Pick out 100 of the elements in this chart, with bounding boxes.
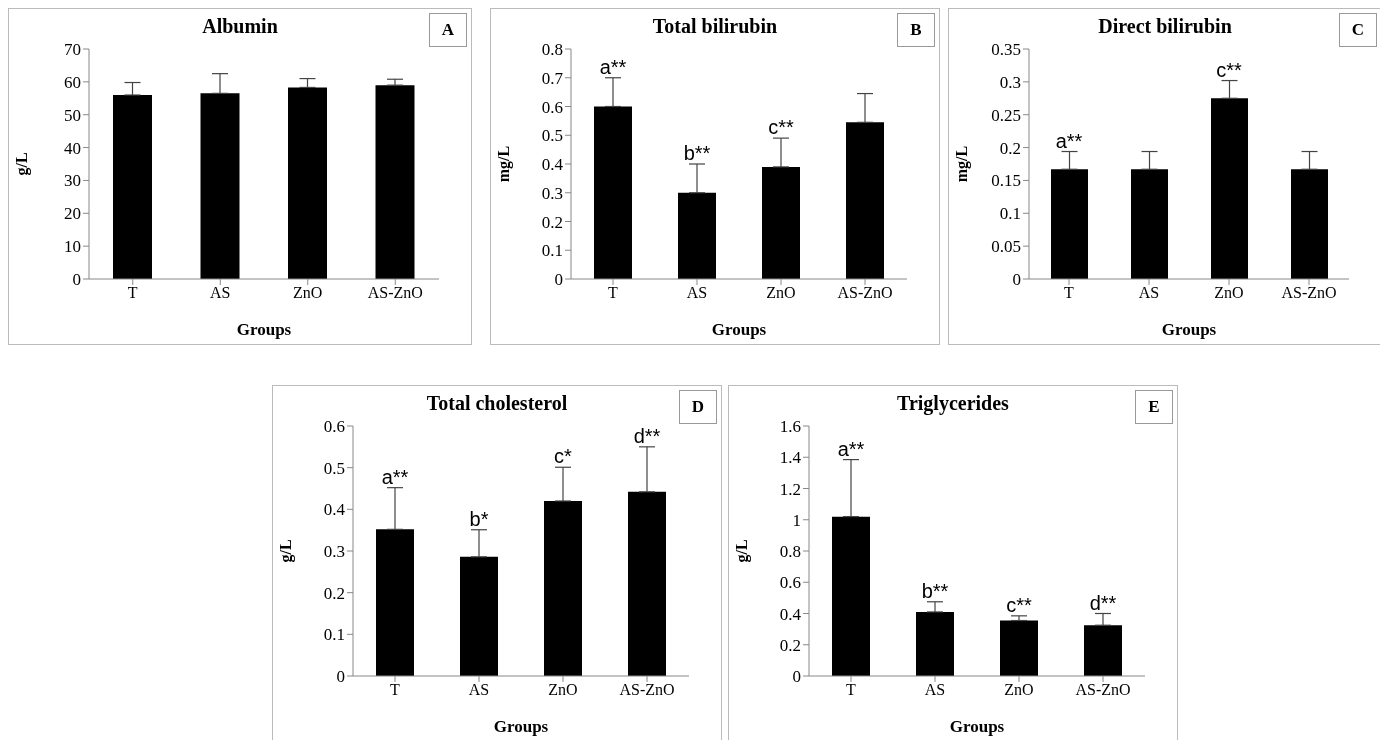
annotation: b** [921, 579, 949, 602]
y-tick-label: 0 [792, 667, 801, 687]
y-tick-label: 0.5 [541, 126, 563, 146]
x-tick-label: T [608, 284, 619, 302]
x-tick-label: AS [924, 681, 946, 699]
y-tick-label: 0.05 [991, 237, 1021, 257]
y-tick-label: 0.1 [323, 625, 345, 645]
x-tick-label: AS-ZnO [367, 284, 423, 302]
y-tick-label: 0.4 [323, 500, 346, 520]
y-tick-label: 0.2 [999, 138, 1021, 158]
chart-title: Albumin [202, 15, 278, 37]
annotation: c** [1216, 58, 1242, 81]
bar [1084, 625, 1122, 676]
annotation: c** [1006, 593, 1032, 616]
x-axis-title: Groups [711, 320, 767, 339]
x-tick-label: ZnO [293, 284, 323, 302]
annotation: c* [554, 445, 573, 468]
x-axis-title: Groups [949, 717, 1005, 736]
x-tick-label: AS-ZnO [837, 284, 893, 302]
y-tick-label: 0.8 [779, 542, 801, 562]
y-tick-label: 0 [336, 667, 345, 687]
y-tick-label: 0.15 [991, 171, 1021, 191]
y-tick-label: 30 [64, 171, 81, 191]
y-tick-label: 0.35 [991, 40, 1021, 60]
x-tick-label: AS [686, 284, 708, 302]
y-tick-label: 0.5 [323, 458, 345, 478]
y-tick-label: 0.3 [541, 183, 563, 203]
chart-title: Triglycerides [897, 392, 1009, 414]
annotation: a** [599, 55, 627, 78]
y-tick-label: 0 [1012, 270, 1021, 290]
annotation: b** [683, 142, 711, 164]
chart-title: Total bilirubin [652, 15, 778, 37]
text: B [897, 13, 935, 47]
y-tick-label: 0 [72, 270, 81, 290]
y-tick-label: 20 [64, 204, 81, 224]
y-tick-label: 70 [64, 40, 81, 60]
y-tick-label: 0.25 [991, 105, 1021, 125]
bar [832, 516, 870, 676]
x-tick-label: T [1064, 284, 1075, 302]
annotation: a** [837, 437, 865, 460]
y-axis-title: mg/L [952, 145, 971, 183]
x-tick-label: ZnO [1004, 681, 1034, 699]
x-tick-label: AS-ZnO [1281, 284, 1337, 302]
bar [594, 106, 632, 279]
bar [762, 166, 800, 279]
chart-title: Total cholesterol [426, 392, 568, 414]
x-tick-label: T [390, 681, 401, 699]
x-tick-label: AS [1138, 284, 1160, 302]
y-tick-label: 0.3 [999, 72, 1021, 92]
text: A [429, 13, 467, 47]
x-tick-label: ZnO [766, 284, 796, 302]
bar [544, 501, 582, 676]
y-tick-label: 0.4 [779, 604, 802, 624]
y-tick-label: 0.2 [779, 635, 801, 655]
y-tick-label: 50 [64, 105, 81, 125]
bar [460, 556, 498, 676]
y-tick-label: 1.6 [779, 417, 801, 437]
bar [678, 192, 716, 279]
chart-title: Direct bilirubin [1098, 15, 1232, 37]
x-tick-label: ZnO [1214, 284, 1244, 302]
y-tick-label: 0.8 [541, 40, 563, 60]
y-tick-label: 0.6 [779, 573, 801, 593]
y-axis-title: g/L [732, 539, 751, 563]
bar [628, 491, 666, 676]
y-tick-label: 0 [554, 270, 563, 290]
y-tick-label: 40 [64, 138, 81, 158]
y-tick-label: 0.2 [323, 583, 345, 603]
y-tick-label: 0.6 [541, 97, 563, 117]
bar [916, 611, 954, 676]
y-tick-label: 0.1 [999, 204, 1021, 224]
x-axis-title: Groups [1161, 320, 1217, 339]
annotation: a** [1055, 129, 1083, 152]
y-axis-title: g/L [12, 152, 31, 176]
y-axis-title: g/L [276, 539, 295, 563]
x-tick-label: T [846, 681, 857, 699]
y-tick-label: 60 [64, 72, 81, 92]
y-tick-label: 0.7 [541, 68, 564, 88]
bar [846, 122, 884, 279]
y-tick-label: 1 [792, 510, 801, 530]
annotation: d** [1089, 591, 1117, 614]
y-tick-label: 10 [64, 237, 81, 257]
bar [1000, 620, 1038, 676]
text: E [1135, 390, 1173, 424]
y-tick-label: 0.3 [323, 542, 345, 562]
y-tick-label: 0.2 [541, 212, 563, 232]
x-tick-label: T [127, 284, 138, 302]
y-tick-label: 1.2 [779, 479, 801, 499]
text: D [679, 390, 717, 424]
annotation: a** [381, 465, 409, 488]
x-tick-label: AS-ZnO [619, 681, 675, 699]
y-tick-label: 0.6 [323, 417, 345, 437]
y-tick-label: 0.1 [541, 241, 563, 261]
x-tick-label: ZnO [548, 681, 578, 699]
y-axis-title: mg/L [494, 145, 513, 183]
annotation: d** [633, 424, 661, 447]
x-axis-title: Groups [493, 717, 549, 736]
annotation: b* [469, 507, 489, 530]
y-tick-label: 0.4 [541, 155, 564, 175]
bar [376, 529, 414, 676]
x-tick-label: AS [468, 681, 490, 699]
